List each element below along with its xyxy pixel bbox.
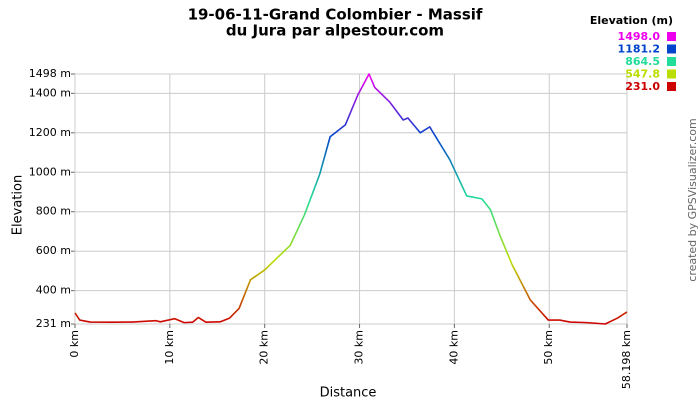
legend-label: 1498.0 — [618, 30, 661, 43]
y-tick-label: 1400 m — [29, 86, 71, 99]
elevation-line — [74, 73, 628, 325]
legend-swatch — [667, 57, 676, 66]
y-tick-label: 600 m — [36, 244, 71, 257]
legend-label: 864.5 — [625, 55, 660, 68]
x-tick-label: 0 km — [68, 330, 81, 358]
y-tick-label: 1498 m — [29, 67, 71, 80]
legend-title: Elevation (m) — [590, 14, 673, 27]
y-tick-label: 400 m — [36, 284, 71, 297]
x-tick-label: 58.198 km — [620, 330, 633, 389]
x-tick-label: 10 km — [163, 330, 176, 365]
legend-label: 547.8 — [625, 68, 660, 81]
x-axis-label: Distance — [320, 386, 377, 400]
y-tick-label: 1200 m — [29, 126, 71, 139]
x-tick-label: 20 km — [258, 330, 271, 365]
legend-swatch — [667, 82, 676, 91]
x-tick-label: 30 km — [353, 330, 366, 365]
legend-swatch — [667, 32, 676, 41]
legend-swatch — [667, 44, 676, 54]
legend-label: 1181.2 — [618, 43, 660, 56]
y-axis-label: Elevation — [11, 175, 26, 235]
y-tick-label: 231 m — [36, 317, 71, 330]
y-tick-label: 800 m — [36, 205, 71, 218]
chart-title: du Jura par alpestour.com — [226, 22, 444, 40]
x-tick-label: 50 km — [542, 330, 555, 365]
credit: created by GPSVisualizer.com — [686, 118, 699, 281]
legend-label: 231.0 — [625, 80, 660, 93]
y-tick-label: 1000 m — [29, 165, 71, 178]
chart-title: 19-06-11-Grand Colombier - Massif — [188, 6, 483, 24]
legend-swatch — [667, 69, 676, 79]
x-tick-label: 40 km — [447, 330, 460, 365]
